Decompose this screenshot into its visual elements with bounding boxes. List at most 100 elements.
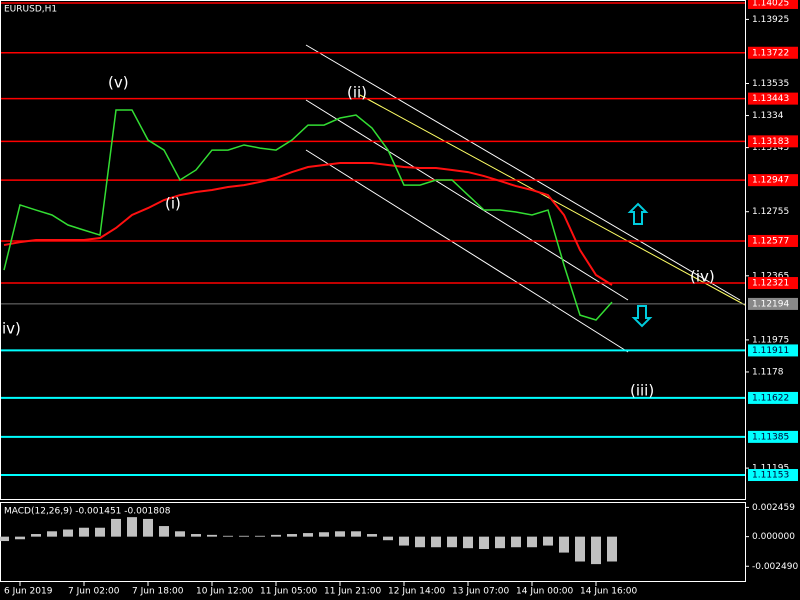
x-tick-label: 14 Jun 16:00 — [580, 587, 637, 597]
x-tick-label: 6 Jun 2019 — [4, 587, 53, 597]
macd-bar — [31, 534, 41, 537]
last-price-label: 1.12194 — [752, 299, 789, 309]
macd-bar — [479, 536, 489, 550]
last-price-box — [748, 297, 798, 310]
y-tick-label: 1.11975 — [752, 335, 789, 345]
macd-bar — [319, 532, 329, 537]
x-tick-label: 10 Jun 12:00 — [196, 587, 253, 597]
level-box — [748, 135, 798, 148]
macd-bar — [575, 536, 585, 562]
x-tick-label: 14 Jun 00:00 — [516, 587, 573, 597]
macd-bar — [511, 536, 521, 548]
y-tick-label: 1.12755 — [752, 207, 789, 217]
y-tick-label: 1.11195 — [752, 464, 789, 474]
macd-bar — [111, 518, 121, 537]
x-tick-label: 12 Jun 14:00 — [388, 587, 445, 597]
down-arrow — [631, 305, 653, 328]
ma-line — [3, 162, 613, 286]
macd-title: MACD(12,26,9) -0.001451 -0.001808 — [4, 507, 171, 517]
macd-bar — [127, 517, 137, 537]
macd-bar — [271, 534, 281, 537]
macd-bar — [431, 536, 441, 548]
x-tick-label: 11 Jun 21:00 — [324, 587, 381, 597]
level-label: 1.13183 — [752, 137, 789, 147]
level-label: 1.11153 — [752, 471, 789, 481]
wave-label: (iii) — [630, 382, 654, 400]
y-tick-label: 1.13925 — [752, 15, 789, 25]
wave-label: (v) — [108, 74, 129, 92]
macd-bar — [223, 535, 233, 537]
level-label: 1.13722 — [752, 48, 789, 58]
macd-bar — [415, 536, 425, 548]
macd-bar — [367, 534, 377, 537]
macd-bar — [15, 536, 25, 540]
level-box — [748, 469, 798, 482]
y-tick-label: 1.13535 — [752, 79, 789, 89]
level-label: 1.11622 — [752, 393, 789, 403]
channel-line — [305, 44, 741, 301]
y-tick-label: 1.1334 — [752, 111, 784, 121]
x-tick-label: 11 Jun 05:00 — [260, 587, 317, 597]
macd-bar — [175, 531, 185, 537]
y-tick-label: -0.002490 — [752, 562, 798, 572]
macd-bar — [351, 531, 361, 537]
channel-line — [305, 149, 629, 353]
level-label: 1.13443 — [752, 94, 789, 104]
chart-title: EURUSD,H1 — [4, 5, 57, 15]
macd-bar — [239, 535, 249, 537]
macd-bar — [303, 533, 313, 537]
level-label: 1.11911 — [752, 346, 789, 356]
level-box — [748, 391, 798, 404]
macd-bar — [527, 536, 537, 548]
x-tick-label: 7 Jun 02:00 — [68, 587, 120, 597]
macd-bar — [207, 534, 217, 537]
macd-bar — [159, 526, 169, 537]
level-label: 1.12947 — [752, 176, 789, 186]
macd-bar — [79, 527, 89, 537]
macd-bar — [0, 536, 9, 542]
macd-bar — [463, 536, 473, 549]
y-tick-label: 1.13145 — [752, 143, 789, 153]
macd-bar — [191, 534, 201, 537]
level-label: 1.12577 — [752, 236, 789, 246]
macd-bar — [495, 536, 505, 549]
macd-bar — [95, 527, 105, 537]
level-box — [748, 92, 798, 105]
macd-bar — [559, 536, 569, 553]
level-label: 1.11385 — [752, 432, 789, 442]
macd-bar — [447, 536, 457, 548]
wave-label: iv) — [2, 320, 21, 338]
y-tick-label: 1.1178 — [752, 367, 784, 377]
macd-bar — [63, 529, 73, 537]
wave-label: (iv) — [690, 268, 715, 286]
macd-bar — [47, 531, 57, 537]
level-box — [748, 174, 798, 187]
level-label: 1.12321 — [752, 279, 789, 289]
y-tick-label: 1.12365 — [752, 271, 789, 281]
level-box — [748, 46, 798, 59]
price-line — [3, 109, 613, 321]
level-label: 1.14025 — [752, 0, 789, 8]
macd-bar — [335, 531, 345, 537]
y-tick-label: 0.000000 — [752, 532, 795, 542]
macd-bar — [543, 536, 553, 546]
x-tick-label: 13 Jun 07:00 — [452, 587, 509, 597]
level-box — [748, 344, 798, 357]
level-box — [748, 234, 798, 247]
x-tick-label: 7 Jun 18:00 — [132, 587, 184, 597]
macd-bar — [143, 518, 153, 537]
macd-bar — [287, 534, 297, 537]
up-arrow — [627, 202, 649, 225]
macd-bar — [607, 536, 617, 562]
wave-label: (i) — [165, 195, 181, 213]
macd-bar — [399, 536, 409, 546]
macd-bar — [255, 535, 265, 537]
macd-bar — [383, 536, 393, 541]
level-box — [748, 277, 798, 290]
macd-frame — [0, 502, 746, 582]
level-box — [748, 0, 798, 9]
channel-line — [305, 99, 629, 301]
macd-bar — [591, 536, 601, 565]
wave-label: (ii) — [347, 84, 367, 102]
